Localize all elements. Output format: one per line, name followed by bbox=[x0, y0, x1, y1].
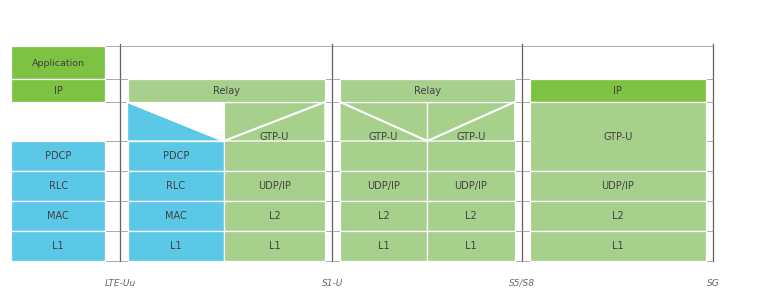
Text: L1: L1 bbox=[52, 241, 64, 251]
Bar bbox=[11, 80, 105, 102]
Polygon shape bbox=[224, 102, 325, 141]
Text: L2: L2 bbox=[612, 211, 624, 221]
Text: PDCP: PDCP bbox=[45, 151, 71, 161]
Bar bbox=[224, 231, 325, 261]
Bar bbox=[530, 171, 706, 201]
Bar bbox=[340, 80, 515, 102]
Text: GTP-U: GTP-U bbox=[260, 131, 289, 142]
Text: L2: L2 bbox=[378, 211, 389, 221]
Text: RLC: RLC bbox=[49, 181, 68, 191]
Bar bbox=[11, 141, 105, 171]
Bar bbox=[427, 201, 515, 231]
Bar bbox=[427, 171, 515, 201]
Text: UDP/IP: UDP/IP bbox=[367, 181, 400, 191]
Bar bbox=[11, 201, 105, 231]
Polygon shape bbox=[427, 102, 515, 141]
Bar bbox=[427, 102, 515, 171]
Text: MAC: MAC bbox=[165, 211, 187, 221]
Text: GTP-U: GTP-U bbox=[456, 131, 486, 142]
Bar bbox=[427, 231, 515, 261]
Text: L1: L1 bbox=[378, 241, 389, 251]
Bar bbox=[11, 171, 105, 201]
Text: L1: L1 bbox=[170, 241, 181, 251]
Text: L2: L2 bbox=[269, 211, 280, 221]
Polygon shape bbox=[128, 102, 224, 141]
Text: LTE-Uu: LTE-Uu bbox=[104, 279, 136, 288]
Bar bbox=[11, 231, 105, 261]
Text: UDP/IP: UDP/IP bbox=[258, 181, 291, 191]
Text: UDP/IP: UDP/IP bbox=[601, 181, 635, 191]
Bar bbox=[224, 102, 325, 171]
Polygon shape bbox=[340, 102, 427, 141]
Bar bbox=[224, 171, 325, 201]
Text: L1: L1 bbox=[269, 241, 280, 251]
Text: RLC: RLC bbox=[166, 181, 185, 191]
Text: MAC: MAC bbox=[47, 211, 69, 221]
Bar bbox=[128, 201, 224, 231]
Text: Relay: Relay bbox=[213, 86, 240, 96]
Bar bbox=[224, 201, 325, 231]
Bar bbox=[530, 231, 706, 261]
Text: UDP/IP: UDP/IP bbox=[455, 181, 487, 191]
Bar bbox=[340, 201, 427, 231]
Bar bbox=[11, 46, 105, 80]
Text: GTP-U: GTP-U bbox=[369, 131, 398, 142]
Text: Application: Application bbox=[32, 58, 84, 68]
Bar bbox=[530, 80, 706, 102]
Bar bbox=[128, 80, 325, 102]
Text: SG: SG bbox=[707, 279, 720, 288]
Text: L1: L1 bbox=[465, 241, 477, 251]
Bar bbox=[530, 201, 706, 231]
Bar bbox=[340, 171, 427, 201]
Text: S1-U: S1-U bbox=[322, 279, 343, 288]
Text: PDCP: PDCP bbox=[162, 151, 189, 161]
Text: L2: L2 bbox=[465, 211, 477, 221]
Text: GTP-U: GTP-U bbox=[603, 131, 632, 142]
Bar bbox=[128, 231, 224, 261]
Text: S5/S8: S5/S8 bbox=[509, 279, 535, 288]
Text: Relay: Relay bbox=[414, 86, 441, 96]
Bar bbox=[530, 102, 706, 171]
Bar bbox=[128, 171, 224, 201]
Text: IP: IP bbox=[54, 86, 62, 96]
Text: IP: IP bbox=[613, 86, 622, 96]
Bar bbox=[340, 231, 427, 261]
Text: L1: L1 bbox=[612, 241, 624, 251]
Bar bbox=[340, 102, 427, 171]
Bar bbox=[128, 141, 224, 171]
